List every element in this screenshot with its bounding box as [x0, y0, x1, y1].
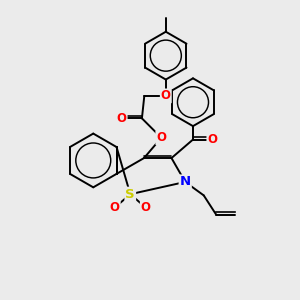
Text: O: O: [207, 133, 218, 146]
Text: N: N: [180, 176, 191, 188]
Text: S: S: [125, 188, 135, 201]
Text: O: O: [110, 201, 120, 214]
Text: O: O: [156, 131, 166, 144]
Text: O: O: [117, 112, 127, 125]
Text: O: O: [141, 201, 151, 214]
Text: O: O: [161, 89, 171, 103]
